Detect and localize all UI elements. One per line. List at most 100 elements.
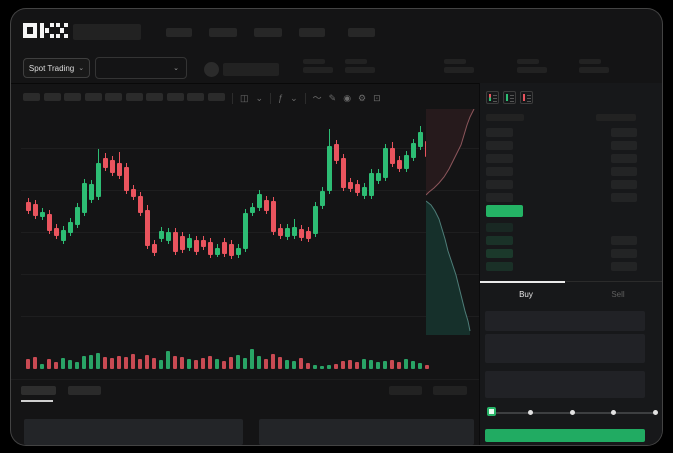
- chevron-down-icon[interactable]: ⌄: [255, 92, 264, 103]
- candlestick: [327, 146, 332, 191]
- fullscreen-icon[interactable]: ⊡: [373, 92, 381, 103]
- volume-bar: [292, 361, 296, 369]
- candlestick: [313, 206, 318, 234]
- tab-buy[interactable]: Buy: [519, 290, 533, 299]
- stat-value-placeholder: [579, 67, 609, 73]
- interval-button-placeholder[interactable]: [125, 93, 143, 101]
- candlestick: [40, 212, 45, 217]
- bid-row[interactable]: [486, 236, 513, 245]
- slider-dot[interactable]: [527, 410, 533, 415]
- orderbook-bids-icon[interactable]: [503, 91, 516, 104]
- book-row-dash: [527, 101, 531, 102]
- slider-handle[interactable]: [487, 407, 496, 416]
- candle-style-icon[interactable]: ◫: [240, 92, 249, 103]
- candlestick: [369, 173, 374, 196]
- stat-label-placeholder: [517, 59, 539, 64]
- ask-row[interactable]: [486, 167, 513, 176]
- market-type-selector[interactable]: Spot Trading ⌄: [23, 58, 90, 78]
- indicators-icon[interactable]: ƒ: [278, 92, 284, 103]
- ask-row-amount[interactable]: [611, 193, 637, 202]
- ask-row[interactable]: [486, 193, 513, 202]
- candlestick: [82, 183, 87, 213]
- volume-bar: [173, 356, 177, 369]
- volume-bar: [334, 364, 338, 369]
- market-type-label: Spot Trading: [28, 63, 75, 73]
- orderbook-all-icon[interactable]: [486, 91, 499, 104]
- buy-button[interactable]: [485, 429, 645, 442]
- volume-bar: [369, 360, 373, 369]
- amount-input-placeholder[interactable]: [485, 334, 645, 363]
- nav-item-placeholder[interactable]: [166, 28, 192, 37]
- slider-dot[interactable]: [653, 410, 658, 415]
- pair-selector-dropdown[interactable]: ⌄: [95, 57, 187, 79]
- nav-item-placeholder[interactable]: [254, 28, 282, 37]
- ask-row[interactable]: [486, 128, 513, 137]
- slider-dot[interactable]: [569, 410, 575, 415]
- bid-row-amount[interactable]: [611, 236, 637, 245]
- volume-bar: [390, 360, 394, 369]
- last-price-badge[interactable]: [486, 205, 523, 217]
- ask-row-amount[interactable]: [611, 180, 637, 189]
- price-input-placeholder[interactable]: [485, 311, 645, 331]
- interval-button-placeholder[interactable]: [207, 93, 225, 101]
- gridline: [21, 148, 479, 149]
- draw-tool-icon[interactable]: ✎: [328, 92, 337, 103]
- interval-button-placeholder[interactable]: [23, 93, 40, 101]
- book-row-dash: [493, 98, 497, 99]
- bid-row[interactable]: [486, 249, 513, 258]
- ask-row[interactable]: [486, 180, 513, 189]
- orderbook-price-header-placeholder: [486, 114, 524, 121]
- interval-button-placeholder[interactable]: [43, 93, 61, 101]
- camera-icon[interactable]: ◉: [343, 92, 352, 103]
- candlestick: [124, 167, 129, 191]
- ask-row-amount[interactable]: [611, 141, 637, 150]
- interval-button-placeholder[interactable]: [166, 93, 184, 101]
- candlestick: [257, 194, 262, 208]
- chevron-down-icon[interactable]: ⌄: [290, 92, 298, 103]
- candlestick: [376, 173, 381, 181]
- settings-icon[interactable]: ⚙: [358, 92, 367, 103]
- search-placeholder[interactable]: [73, 24, 141, 40]
- volume-bar: [404, 359, 408, 369]
- tab-sell[interactable]: Sell: [611, 290, 625, 299]
- volume-bar: [376, 362, 380, 369]
- nav-item-placeholder[interactable]: [209, 28, 237, 37]
- volume-bar: [159, 360, 163, 369]
- candlestick: [201, 240, 206, 247]
- orderbook-asks-icon[interactable]: [520, 91, 533, 104]
- candlestick: [159, 231, 164, 239]
- volume-bar: [208, 356, 212, 369]
- candlestick: [362, 187, 367, 196]
- interval-button-placeholder[interactable]: [146, 93, 163, 101]
- candlestick: [194, 240, 199, 252]
- bid-row[interactable]: [486, 223, 513, 232]
- interval-button-placeholder[interactable]: [105, 93, 122, 101]
- total-input-placeholder[interactable]: [485, 371, 645, 398]
- ask-row-amount[interactable]: [611, 167, 637, 176]
- ask-row[interactable]: [486, 154, 513, 163]
- volume-bar: [166, 351, 170, 369]
- bottom-tab-history[interactable]: [68, 386, 101, 395]
- ask-row-amount[interactable]: [611, 154, 637, 163]
- interval-button-placeholder[interactable]: [187, 93, 204, 101]
- bottom-action-placeholder[interactable]: [389, 386, 422, 395]
- volume-bar: [243, 358, 247, 369]
- bid-row-amount[interactable]: [611, 249, 637, 258]
- candlestick: [173, 232, 178, 252]
- bid-row[interactable]: [486, 262, 513, 271]
- gridline: [21, 274, 479, 275]
- ask-row-amount[interactable]: [611, 128, 637, 137]
- slider-dot[interactable]: [611, 410, 617, 415]
- bottom-action-placeholder[interactable]: [433, 386, 467, 395]
- bottom-tab-orders[interactable]: [21, 386, 56, 395]
- okx-logo[interactable]: [23, 22, 69, 44]
- line-tool-icon[interactable]: 〜: [312, 92, 322, 103]
- interval-button-placeholder[interactable]: [84, 93, 102, 101]
- nav-item-placeholder[interactable]: [348, 28, 375, 37]
- interval-button-placeholder[interactable]: [64, 93, 81, 101]
- ask-row[interactable]: [486, 141, 513, 150]
- nav-item-placeholder[interactable]: [299, 28, 325, 37]
- candlestick: [152, 244, 157, 253]
- volume-bar: [425, 365, 429, 369]
- bid-row-amount[interactable]: [611, 262, 637, 271]
